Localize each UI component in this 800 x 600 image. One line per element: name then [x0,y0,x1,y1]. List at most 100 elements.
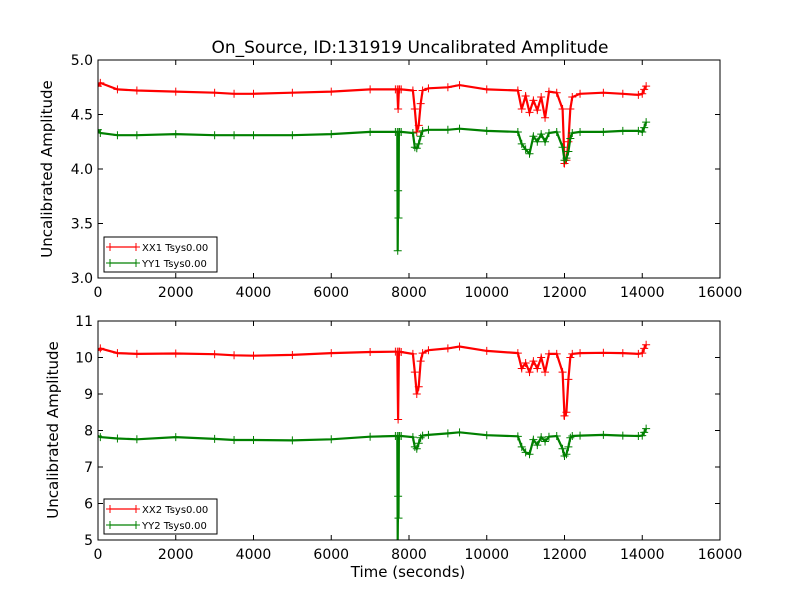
data-point [412,444,421,453]
data-point [397,431,406,440]
data-point [408,433,417,442]
legend-box [103,498,218,535]
data-point [544,87,553,96]
data-point [552,349,561,358]
data-point [412,144,421,153]
data-point [366,127,375,136]
data-point [132,86,141,95]
data-point [288,350,297,359]
legend-label: XX2 Tsys0.00 [142,505,208,516]
data-point [98,78,105,87]
series-2 [98,118,651,255]
figure-title: On_Source, ID:131919 Uncalibrated Amplit… [211,38,608,58]
data-point [443,83,452,92]
data-point [394,492,403,501]
data-point [642,118,651,127]
data-point [171,130,180,139]
data-point [525,368,534,377]
data-point [541,137,550,146]
data-point [562,154,571,163]
legend: XX2 Tsys0.00 YY2 Tsys0.00 [103,498,218,535]
legend-label: XX1 Tsys0.00 [142,243,208,254]
data-point [230,435,239,444]
data-point [424,346,433,355]
x-tick-label: 4000 [236,547,272,563]
data-point [230,89,239,98]
data-point [366,85,375,94]
x-tick-label: 2000 [158,547,194,563]
data-point [416,99,425,108]
data-point [424,84,433,93]
data-point [414,121,423,130]
y-tick-label: 6 [84,497,93,513]
x-tick-label: 2000 [158,285,194,301]
data-point [327,435,336,444]
data-point [541,437,550,446]
data-point [230,131,239,140]
data-point [482,126,491,135]
y-tick-label: 5 [84,533,93,549]
data-point [537,93,546,102]
data-point [249,131,258,140]
data-point [132,435,141,444]
legend-marker [132,259,140,267]
legend-marker [106,259,114,267]
legend-marker [106,243,114,251]
x-tick-label: 4000 [236,285,272,301]
data-point [414,439,423,448]
series-2 [98,424,651,540]
data-point [397,348,406,357]
data-point [113,434,122,443]
x-tick-label: 10000 [464,285,509,301]
x-tick-label: 12000 [542,285,587,301]
data-point [638,431,647,440]
data-point [564,147,573,156]
data-point [418,431,427,440]
data-point [634,90,643,99]
data-point [642,340,651,349]
data-point [529,357,538,366]
chart-panel-1: 0 2000 4000 6000 8000 10000 12000 14000 16000 3.0… [38,53,742,301]
data-point [327,130,336,139]
data-point [525,450,534,459]
data-point [568,431,577,440]
data-point [408,349,417,358]
data-point [558,444,567,453]
data-point [576,431,585,440]
data-point [210,131,219,140]
data-point [249,89,258,98]
data-point [249,435,258,444]
data-point [414,139,423,148]
x-tick-label: 12000 [542,547,587,563]
data-point [521,358,530,367]
y-axis-label: Uncalibrated Amplitude [38,80,56,257]
data-point [552,431,561,440]
data-point [533,106,542,115]
data-point [113,85,122,94]
data-point [171,87,180,96]
data-point [529,435,538,444]
data-point [113,349,122,358]
data-point [576,349,585,358]
data-point [408,129,417,138]
data-point [443,429,452,438]
data-point [455,342,464,351]
data-point [393,536,402,540]
data-point [533,137,542,146]
data-point [618,126,627,135]
data-point [366,348,375,357]
data-point [394,186,403,195]
data-point [537,353,546,362]
data-point [558,105,567,114]
y-tick-label: 4.0 [71,162,93,178]
data-point [513,127,522,136]
data-point [640,428,649,437]
data-point [397,127,406,136]
legend-marker [106,521,114,529]
data-point [443,344,452,353]
data-point [513,432,522,441]
data-point [533,364,542,373]
data-point [642,82,651,91]
data-point [599,127,608,136]
